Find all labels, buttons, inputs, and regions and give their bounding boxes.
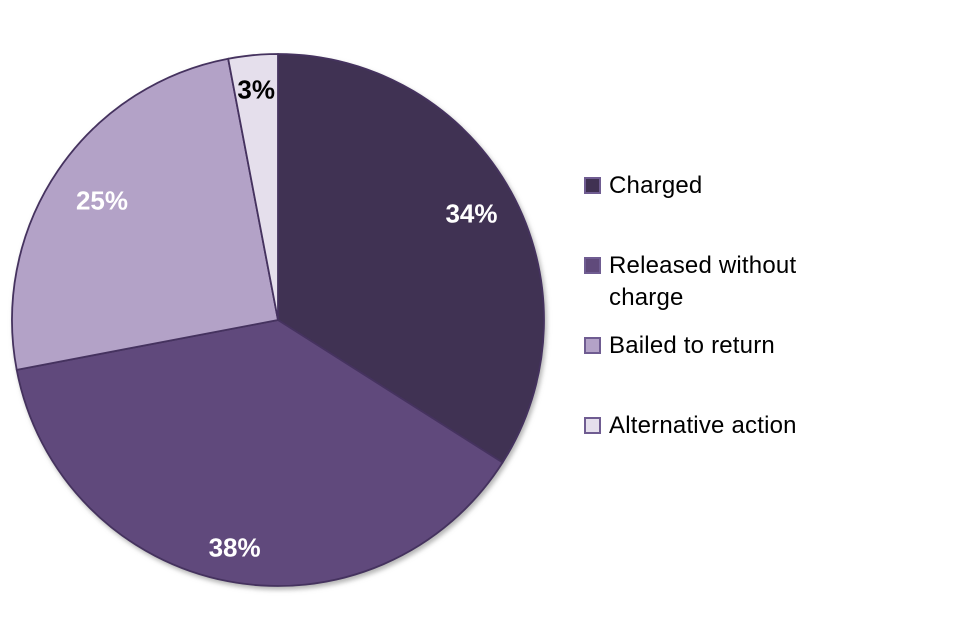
pie-slice-percentage-label: 38%	[209, 532, 261, 562]
pie-slice-percentage-label: 25%	[76, 185, 128, 215]
pie-slice-percentage-label: 3%	[237, 75, 275, 105]
pie-slice-charged	[277, 53, 545, 464]
pie-slice-alternative-action	[227, 53, 279, 321]
pie-slice-bailed-to-return	[11, 57, 279, 371]
pie-slice-percentage-label: 34%	[445, 199, 497, 229]
pie-slice-released-without-charge	[15, 319, 504, 587]
